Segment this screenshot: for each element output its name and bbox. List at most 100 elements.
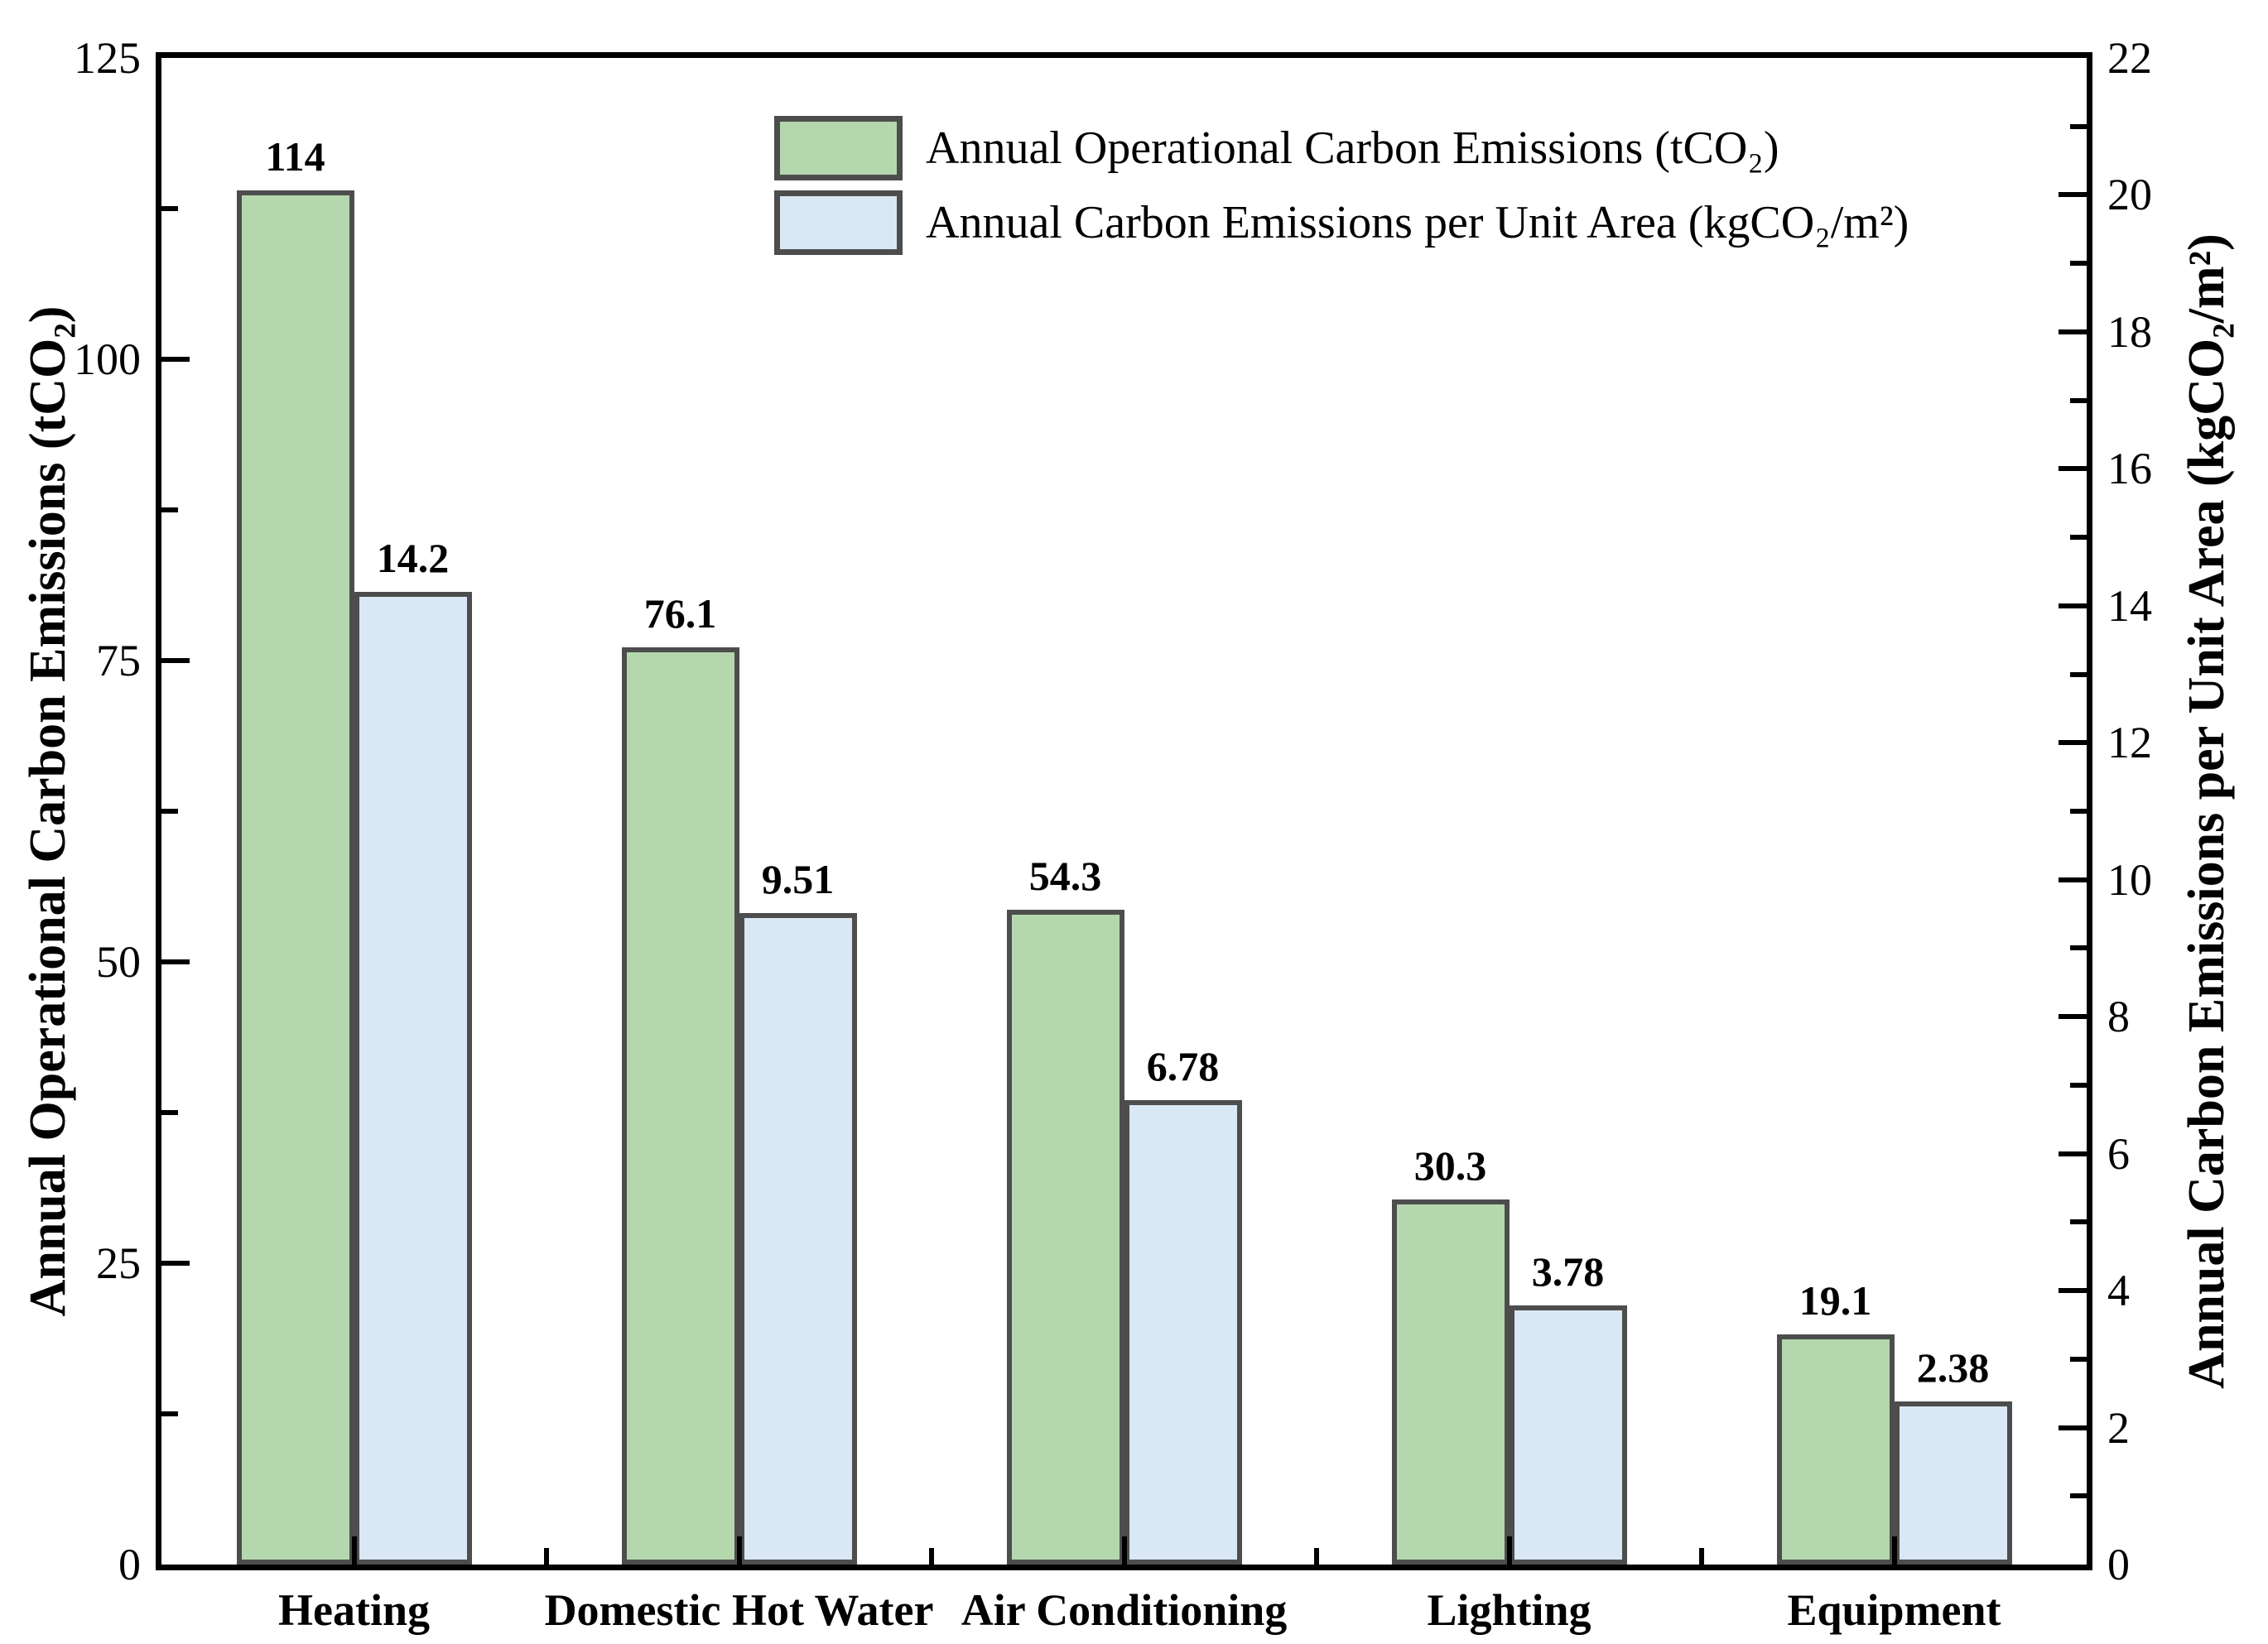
bar-per-area-2 xyxy=(1124,1100,1242,1565)
x-axis-major-tick xyxy=(1506,1536,1512,1565)
right-axis-major-tick xyxy=(2059,603,2087,608)
left-axis-tick-label: 100 xyxy=(74,334,141,384)
bar-operational-0 xyxy=(236,190,354,1565)
bar-value-label: 2.38 xyxy=(1916,1344,1990,1391)
x-axis-minor-tick xyxy=(1314,1548,1319,1565)
legend-label-operational: Annual Operational Carbon Emissions (tCO… xyxy=(926,123,1779,174)
right-axis-tick-label: 0 xyxy=(2107,1540,2130,1589)
right-axis-minor-tick xyxy=(2070,535,2087,541)
axis-left xyxy=(156,52,161,1570)
right-axis-major-tick xyxy=(2059,192,2087,198)
right-axis-tick-label: 6 xyxy=(2107,1128,2130,1179)
x-axis-minor-tick xyxy=(929,1548,934,1565)
bar-value-label: 3.78 xyxy=(1531,1248,1605,1295)
bar-value-label: 14.2 xyxy=(376,535,450,581)
right-axis-major-tick xyxy=(2059,466,2087,472)
right-axis-minor-tick xyxy=(2070,123,2087,129)
x-axis-major-tick xyxy=(736,1536,742,1565)
bar-value-label: 30.3 xyxy=(1413,1142,1487,1189)
right-axis-tick-label: 20 xyxy=(2107,170,2152,220)
left-axis-minor-tick xyxy=(161,1411,178,1416)
bar-per-area-1 xyxy=(739,913,857,1565)
right-axis-minor-tick xyxy=(2070,397,2087,403)
bar-value-label: 76.1 xyxy=(643,590,717,637)
bar-value-label: 9.51 xyxy=(761,856,835,902)
x-axis-major-tick xyxy=(351,1536,357,1565)
x-axis-minor-tick xyxy=(544,1548,549,1565)
bar-per-area-0 xyxy=(354,592,472,1565)
left-axis-title: Annual Operational Carbon Emissions (tCO… xyxy=(20,305,76,1317)
right-axis-minor-tick xyxy=(2070,671,2087,677)
bar-value-label: 54.3 xyxy=(1028,853,1102,899)
left-axis-minor-tick xyxy=(161,206,178,211)
x-axis-minor-tick xyxy=(1699,1548,1704,1565)
right-axis-major-tick xyxy=(2059,740,2087,746)
right-axis-major-tick xyxy=(2059,1014,2087,1020)
right-axis-minor-tick xyxy=(2070,945,2087,951)
right-axis-minor-tick xyxy=(2070,1082,2087,1088)
right-axis-tick-label: 2 xyxy=(2107,1402,2130,1453)
right-axis-major-tick xyxy=(2059,1151,2087,1156)
bar-value-label: 114 xyxy=(265,133,325,180)
right-axis-title: Annual Carbon Emissions per Unit Area (k… xyxy=(2179,233,2235,1389)
left-axis-minor-tick xyxy=(161,809,178,814)
right-axis-tick-label: 22 xyxy=(2107,33,2152,83)
legend-swatch-green xyxy=(774,116,903,180)
left-axis-tick-label: 75 xyxy=(96,636,141,685)
left-axis-tick-label: 0 xyxy=(118,1540,141,1589)
legend-item-operational: Annual Operational Carbon Emissions (tCO… xyxy=(774,116,1909,180)
x-tick-label-0: Heating xyxy=(278,1585,430,1635)
right-axis-major-tick xyxy=(2059,329,2087,334)
right-axis-minor-tick xyxy=(2070,1356,2087,1362)
right-axis-minor-tick xyxy=(2070,261,2087,267)
right-axis-minor-tick xyxy=(2070,809,2087,814)
axis-labels-layer: Heating Domestic Hot Water Air Conditionin… xyxy=(74,36,2152,1632)
legend-swatch-blue xyxy=(774,190,903,255)
right-axis-major-tick xyxy=(2059,877,2087,882)
bar-per-area-3 xyxy=(1509,1305,1627,1565)
right-axis-minor-tick xyxy=(2070,1219,2087,1225)
x-tick-label-1: Domestic Hot Water xyxy=(544,1585,934,1635)
ticks-layer xyxy=(161,58,2087,1565)
left-axis-minor-tick xyxy=(161,507,178,512)
right-axis-minor-tick xyxy=(2070,1493,2087,1499)
x-tick-label-4: Equipment xyxy=(1787,1585,2001,1635)
plot-area: 114 14.2 76.1 9.51 54.3 6.78 30.3 3.78 19.1 2.38 … xyxy=(74,36,2152,1632)
bar-value-label: 19.1 xyxy=(1799,1277,1872,1324)
axis-top xyxy=(156,52,2092,58)
bar-operational-4 xyxy=(1776,1334,1895,1565)
bar-operational-1 xyxy=(621,647,739,1565)
bar-per-area-4 xyxy=(1894,1401,2012,1565)
left-axis-tick-label: 125 xyxy=(74,33,141,83)
legend-label-per-unit-area: Annual Carbon Emissions per Unit Area (k… xyxy=(926,197,1909,248)
bar-value-label: 6.78 xyxy=(1146,1043,1220,1089)
right-axis-major-tick xyxy=(2059,1288,2087,1294)
left-axis-major-tick xyxy=(161,658,190,663)
x-axis-major-tick xyxy=(1121,1536,1127,1565)
left-axis-major-tick xyxy=(161,959,190,964)
x-tick-label-3: Lighting xyxy=(1427,1585,1591,1635)
left-axis-tick-label: 25 xyxy=(96,1238,141,1288)
left-axis-tick-label: 50 xyxy=(96,937,141,987)
left-axis-minor-tick xyxy=(161,1110,178,1115)
x-tick-label-2: Air Conditioning xyxy=(961,1585,1288,1635)
right-axis-tick-label: 18 xyxy=(2107,306,2152,357)
right-axis-tick-label: 12 xyxy=(2107,718,2152,768)
right-axis-tick-label: 16 xyxy=(2107,444,2152,494)
axis-right xyxy=(2087,52,2092,1570)
legend: Annual Operational Carbon Emissions (tCO… xyxy=(774,116,1909,265)
bar-operational-3 xyxy=(1391,1199,1510,1565)
right-axis-tick-label: 8 xyxy=(2107,992,2130,1042)
bars-layer: 114 14.2 76.1 9.51 54.3 6.78 30.3 3.78 19.1 2.38 xyxy=(161,58,2087,1565)
axis-bottom xyxy=(156,1565,2092,1570)
right-axis-tick-label: 4 xyxy=(2107,1266,2130,1316)
left-axis-major-tick xyxy=(161,357,190,362)
left-axis-major-tick xyxy=(161,1261,190,1266)
x-axis-major-tick xyxy=(1891,1536,1897,1565)
right-axis-major-tick xyxy=(2059,1425,2087,1430)
right-axis-tick-label: 10 xyxy=(2107,854,2152,905)
legend-item-per-unit-area: Annual Carbon Emissions per Unit Area (k… xyxy=(774,190,1909,255)
bar-operational-2 xyxy=(1006,910,1124,1565)
right-axis-tick-label: 14 xyxy=(2107,580,2152,631)
